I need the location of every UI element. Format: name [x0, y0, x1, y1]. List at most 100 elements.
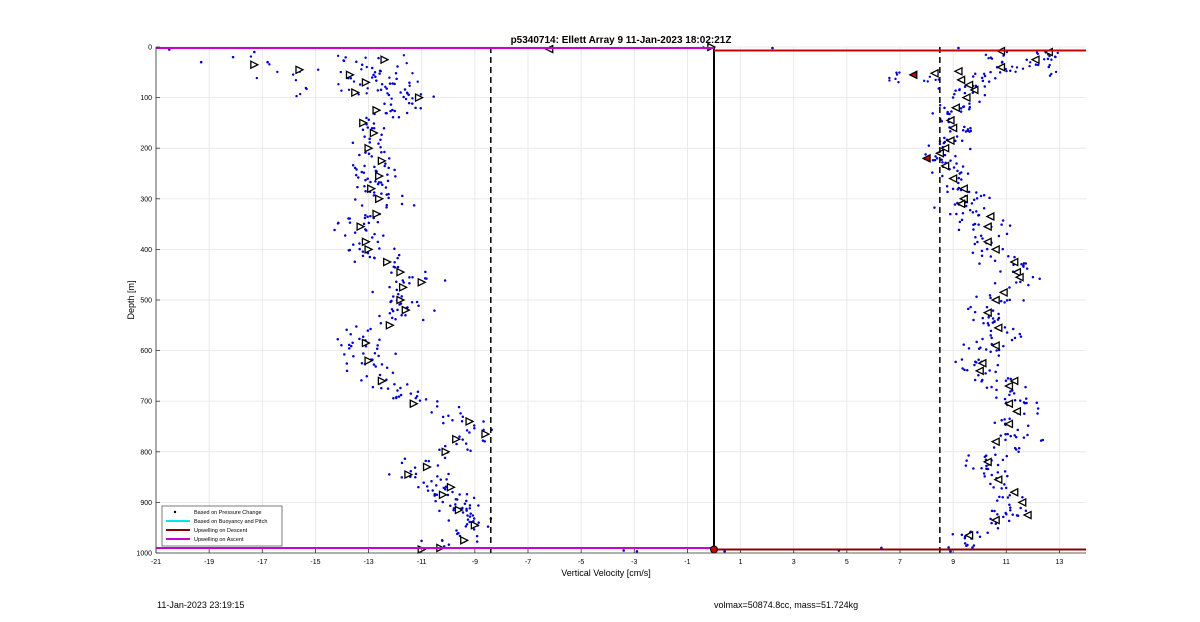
data-point [391, 108, 394, 112]
data-point [475, 540, 479, 543]
data-point [1004, 67, 1007, 71]
data-point [469, 512, 472, 515]
x-tick-label: -13 [364, 559, 374, 566]
data-point [351, 163, 355, 167]
data-point [394, 317, 397, 321]
data-point-outlier [266, 60, 269, 64]
data-point [451, 419, 454, 422]
triangle-marker [964, 80, 974, 90]
data-point [371, 290, 374, 294]
triangle-marker [990, 437, 1000, 447]
triangle-marker [948, 123, 958, 133]
data-point [378, 373, 382, 377]
data-point-outlier [231, 55, 235, 59]
y-tick-label: 500 [140, 298, 152, 305]
data-point [363, 216, 367, 220]
data-point [982, 207, 986, 210]
data-point [368, 141, 372, 144]
data-point [951, 96, 955, 99]
data-point [379, 138, 382, 141]
data-point [461, 438, 464, 441]
data-point [445, 478, 448, 481]
data-point [416, 80, 419, 83]
data-point [985, 247, 989, 251]
data-point [380, 363, 384, 366]
data-point [352, 243, 355, 246]
triangle-marker [982, 457, 992, 467]
data-point [958, 88, 961, 92]
data-point [984, 372, 987, 375]
data-point [390, 271, 393, 274]
data-point [955, 135, 959, 138]
data-point [951, 532, 955, 536]
data-point [1009, 377, 1013, 381]
triangle-marker [375, 194, 385, 204]
data-point [385, 378, 388, 382]
data-point [981, 316, 984, 320]
data-point [360, 68, 363, 71]
data-point [379, 88, 383, 92]
data-point [989, 255, 993, 258]
triangle-marker [929, 68, 939, 78]
triangle-marker [993, 323, 1003, 333]
data-point [1004, 438, 1007, 442]
data-point [954, 154, 957, 158]
triangle-marker [982, 237, 992, 247]
data-point [957, 181, 960, 185]
data-point [408, 84, 411, 87]
data-point [472, 517, 476, 520]
data-point [983, 455, 987, 458]
data-point [438, 509, 441, 513]
x-axis-label: Vertical Velocity [cm/s] [561, 568, 651, 578]
data-point [1008, 298, 1012, 302]
data-point [972, 198, 976, 202]
data-point [387, 196, 390, 200]
data-point [973, 242, 977, 246]
data-point [993, 509, 996, 513]
triangle-marker [950, 103, 960, 113]
data-point [336, 338, 339, 341]
data-point [458, 435, 461, 438]
data-point [268, 63, 271, 66]
data-point [355, 325, 358, 328]
data-point [1000, 61, 1004, 64]
data-point [358, 242, 361, 245]
triangle-marker [969, 85, 979, 95]
data-point [990, 521, 993, 525]
data-point [343, 234, 347, 237]
data-point [984, 53, 988, 57]
data-point [454, 497, 458, 501]
y-tick-label: 300 [140, 196, 152, 203]
data-point [997, 316, 1001, 320]
data-point [971, 251, 975, 254]
data-point [452, 507, 456, 510]
data-point [427, 459, 431, 463]
triangle-marker [990, 515, 1000, 525]
data-point [931, 171, 934, 174]
data-point [938, 103, 942, 107]
triangle-marker [948, 174, 958, 184]
data-point [961, 165, 965, 168]
data-point [1014, 70, 1017, 74]
data-point [419, 93, 423, 96]
data-point [385, 203, 389, 207]
data-point [972, 467, 975, 470]
data-point [404, 313, 407, 317]
data-point [333, 228, 336, 232]
data-point [1023, 412, 1026, 415]
data-point [966, 543, 969, 547]
data-point [394, 352, 397, 356]
data-point [347, 88, 351, 91]
data-point [1009, 69, 1012, 73]
data-point [457, 405, 461, 409]
legend-label: Based on Pressure Change [194, 510, 262, 516]
data-point [933, 158, 937, 162]
data-point [463, 502, 467, 505]
data-point [402, 54, 406, 57]
triangle-marker [460, 535, 470, 545]
data-point [989, 329, 993, 333]
data-point [413, 466, 417, 469]
data-point [411, 102, 414, 105]
triangle-marker [396, 267, 406, 277]
